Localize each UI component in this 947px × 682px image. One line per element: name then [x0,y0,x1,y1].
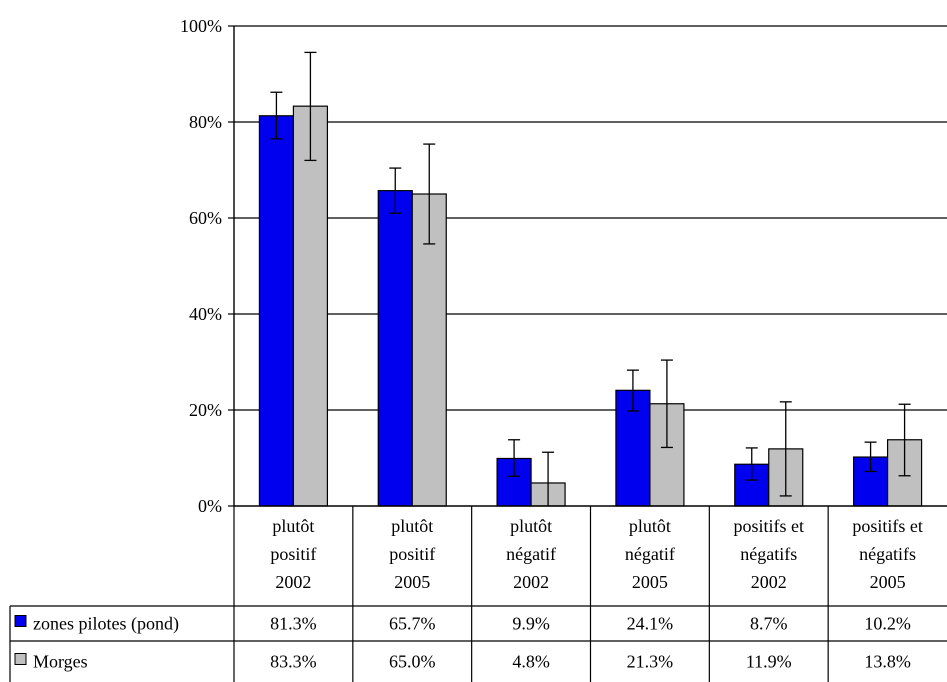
category-label-line: positif [389,544,435,564]
bar-zones-pilotes-0 [258,115,295,507]
data-label-zones-pilotes-3: 24.1% [627,614,674,634]
category-label-1: plutôt positif 2005 [389,516,435,592]
category-label-5: positifs et négatifs 2005 [852,516,923,592]
data-label-morges-2: 4.8% [512,652,550,672]
category-label-line: négatifs [740,544,797,564]
data-label-zones-pilotes-4: 8.7% [750,614,788,634]
legend-label-zones-pilotes: zones pilotes (pond) [33,614,179,635]
category-label-line: négatif [625,544,675,564]
category-label-line: 2005 [632,572,668,592]
y-tick-label-0: 0% [198,496,222,516]
bar-zones-pilotes-1 [377,190,413,507]
bar-morges-0 [292,105,329,507]
data-label-morges-3: 21.3% [627,652,674,672]
data-label-zones-pilotes-1: 65.7% [389,614,436,634]
category-label-line: négatif [506,544,556,564]
error-bar-zones-pilotes-5 [864,441,877,473]
error-bar-morges-5 [898,403,911,477]
error-bar-morges-0 [304,51,317,162]
error-bar-morges-3 [660,359,673,449]
error-bar-zones-pilotes-1 [389,167,402,214]
error-bar-zones-pilotes-2 [508,439,521,477]
data-label-morges-5: 13.8% [864,652,911,672]
error-bar-zones-pilotes-0 [270,91,283,140]
data-label-morges-4: 11.9% [746,652,792,672]
category-label-line: plutôt [510,516,552,536]
category-label-line: négatifs [859,544,916,564]
error-bar-morges-1 [423,143,436,245]
data-label-zones-pilotes-0: 81.3% [270,614,317,634]
category-label-line: 2005 [870,572,906,592]
legend-swatch-zones-pilotes [14,615,27,627]
error-bar-morges-4 [779,401,792,497]
gridlines [234,25,947,411]
category-label-line: plutôt [629,516,671,536]
error-bars [270,51,911,506]
error-bar-morges-2 [542,451,555,506]
legend-swatch-morges [14,653,27,665]
y-tick-label-20: 20% [189,400,222,420]
category-label-line: positif [270,544,316,564]
data-label-morges-0: 83.3% [270,652,317,672]
y-tick-label-40: 40% [189,304,222,324]
data-label-zones-pilotes-2: 9.9% [512,614,550,634]
category-label-0: plutôt positif 2002 [270,516,316,592]
category-label-4: positifs et négatifs 2002 [734,516,805,592]
data-table: plutôtpositif2002plutôtpositif2005plutôt… [9,506,947,682]
bar-morges-1 [411,193,447,507]
y-axis-ticks: 0% 20% 40% 60% 80% 100% [180,16,234,516]
error-bar-zones-pilotes-3 [626,369,639,412]
axes [233,26,947,507]
category-label-2: plutôt négatif 2002 [506,516,556,592]
category-label-line: 2005 [394,572,430,592]
y-tick-label-80: 80% [189,112,222,132]
y-tick-label-100: 100% [180,16,222,36]
category-label-line: 2002 [513,572,549,592]
data-label-zones-pilotes-5: 10.2% [864,614,911,634]
category-label-line: plutôt [272,516,314,536]
error-bar-zones-pilotes-4 [745,447,758,481]
category-label-line: positifs et [734,516,805,536]
y-tick-label-60: 60% [189,208,222,228]
legend-label-morges: Morges [33,652,88,672]
category-label-line: 2002 [275,572,311,592]
category-label-line: plutôt [391,516,433,536]
category-label-3: plutôt négatif 2005 [625,516,675,592]
category-label-line: positifs et [852,516,923,536]
bars [258,105,923,507]
data-label-morges-1: 65.0% [389,652,436,672]
category-label-line: 2002 [751,572,787,592]
